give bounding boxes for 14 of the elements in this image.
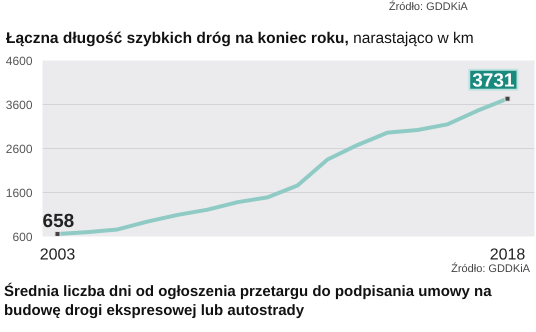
x-tick-label: 2003: [40, 246, 76, 264]
y-tick-label: 4600: [6, 54, 33, 68]
x-tick-label: 2018: [490, 246, 526, 264]
y-tick-label: 3600: [6, 98, 33, 112]
chart-title: Łączna długość szybkich dróg na koniec roku,: [6, 30, 349, 47]
text: Źródło: GDDKiA: [388, 0, 469, 14]
y-tick-label: 1600: [6, 186, 33, 200]
data-label: 3731: [472, 70, 515, 92]
chart-subtitle: narastająco w km: [353, 30, 474, 47]
data-label: 658: [42, 210, 74, 232]
text: Średnia liczba dni od ogłoszenia przetargu do podpisania umowy na budowę drogi ekspresowej lub autostrady: [3, 282, 493, 320]
text: Źródło: GDDKiA: [450, 262, 531, 276]
y-tick-label: 600: [12, 230, 33, 244]
y-tick-label: 2600: [6, 142, 33, 156]
